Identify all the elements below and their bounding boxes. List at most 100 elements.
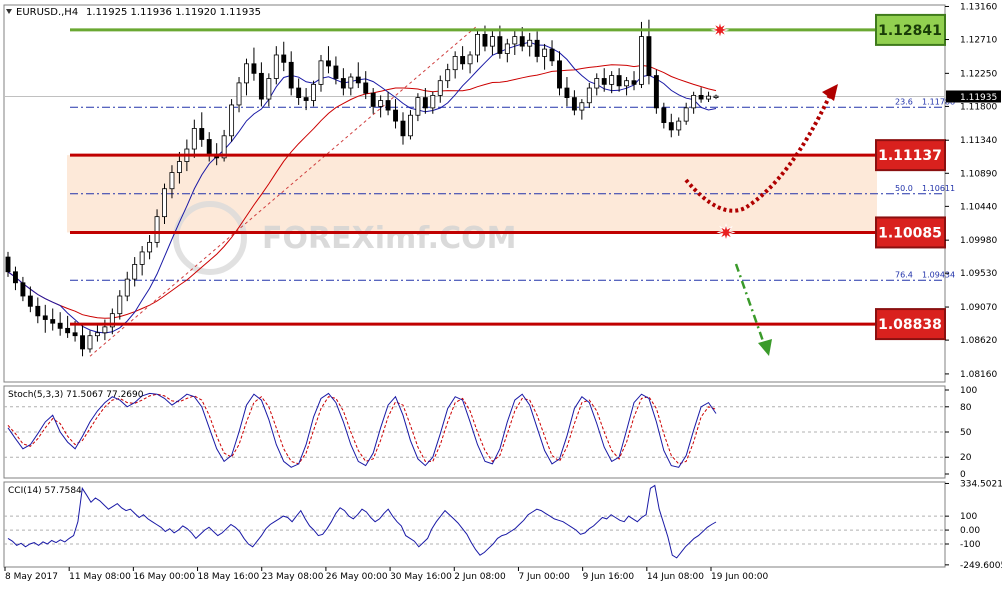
ohlc-label: 1.11925 1.11936 1.11920 1.11935 — [86, 7, 261, 18]
stoch-axis-label: 0 — [960, 470, 966, 480]
stoch-axis-label: 50 — [960, 428, 972, 438]
stoch-axis-label: 100 — [960, 386, 977, 396]
candle-body — [117, 295, 123, 315]
candle-body — [348, 76, 354, 89]
candle-body — [94, 332, 100, 337]
candle-body — [191, 128, 197, 150]
candle-body — [340, 78, 346, 89]
candle-body — [661, 107, 667, 123]
collapse-triangle-icon[interactable] — [6, 9, 12, 14]
cci-pane[interactable]: CCI(14) 57.7584 334.5021 100 0.00 -100 -249.6… — [3, 479, 1002, 571]
candle-body — [564, 87, 570, 98]
candle-body — [199, 128, 205, 140]
stochastic-pane[interactable]: Stoch(5,3,3) 71.5067 77.2690 100 80 50 20 0 — [3, 385, 977, 480]
slow-moving-average — [7, 64, 717, 319]
price-level-badge — [875, 13, 946, 46]
fib-price-label: 1.10611 — [922, 184, 955, 193]
candle-body — [303, 97, 309, 101]
time-axis-label: 23 May 08:00 — [262, 572, 324, 582]
candle-body — [407, 114, 413, 137]
candle-body — [35, 305, 41, 317]
price-axis-label: 1.09530 — [960, 269, 997, 279]
candle-body — [534, 39, 540, 57]
price-pane[interactable]: FOREXimf.COM 23.6 1.11788 50.0 1.10611 76.4 1.… — [3, 2, 1001, 383]
candle-body — [87, 335, 93, 350]
candle-body — [691, 94, 697, 109]
candle-body — [162, 188, 167, 218]
price-axis-label: 1.12710 — [960, 36, 997, 46]
stoch-axis-label: 80 — [960, 403, 972, 413]
bearish-projection-arrow — [734, 263, 766, 345]
cci-pane-frame — [3, 481, 946, 568]
candle-body — [154, 216, 160, 243]
candle-body — [13, 271, 18, 284]
candle-body — [147, 241, 153, 253]
candle-body — [50, 319, 56, 324]
candle-body — [452, 56, 458, 71]
candle-body — [221, 135, 227, 159]
candle-body — [169, 172, 175, 190]
candle-body — [206, 139, 212, 155]
price-axis-label: 1.10440 — [960, 202, 997, 212]
time-axis-label: 30 May 16:00 — [390, 572, 452, 582]
candle-body — [467, 54, 473, 65]
price-axis-label: 1.08160 — [960, 370, 997, 380]
price-level-badge — [875, 139, 946, 172]
candle-body — [586, 87, 592, 104]
bearish-arrowhead-icon — [758, 339, 772, 356]
candle-body — [698, 94, 704, 100]
price-level-value: 1.12841 — [878, 23, 942, 39]
candle-body — [333, 65, 339, 79]
candle-body — [244, 63, 249, 84]
candle-body — [489, 36, 495, 47]
candle-body — [571, 97, 577, 111]
candle-body — [601, 78, 607, 85]
candle-body — [557, 60, 562, 89]
symbol-header: EURUSD.,H4 1.11925 1.11936 1.11920 1.119… — [6, 7, 261, 18]
candle-body — [311, 83, 317, 101]
candle-body — [229, 104, 235, 137]
candle-body — [139, 251, 145, 265]
candle-body — [527, 39, 533, 47]
price-axis-label: 1.11800 — [960, 102, 997, 112]
watermark-text: FOREXimf.COM — [262, 221, 516, 256]
candle-body — [482, 33, 488, 47]
time-axis-label: 16 May 00:00 — [133, 572, 195, 582]
current-price-badge — [946, 90, 1001, 103]
candle-body — [445, 69, 451, 82]
resistance-starburst-icon — [710, 20, 730, 40]
candle-body — [542, 48, 548, 57]
candle-body — [668, 122, 674, 131]
fib-level-label: 50.0 — [895, 184, 913, 193]
candle-body — [549, 48, 555, 62]
candle-body — [415, 97, 421, 116]
candle-body — [318, 60, 324, 85]
candle-body — [236, 82, 242, 106]
fibonacci-anchor-line — [89, 25, 478, 357]
candle-body — [676, 120, 682, 131]
candle-body — [109, 313, 115, 328]
time-axis-label: 9 Jun 16:00 — [583, 572, 635, 582]
time-axis-label: 19 Jun 00:00 — [711, 572, 768, 582]
time-axis-label: 14 Jun 08:00 — [647, 572, 704, 582]
candle-body — [80, 335, 85, 350]
cci-axis-label: 334.5021 — [960, 479, 1002, 489]
candle-body — [363, 82, 369, 94]
candle-body — [281, 54, 287, 63]
stoch-title: Stoch(5,3,3) 71.5067 77.2690 — [8, 390, 144, 400]
candle-body — [639, 36, 644, 85]
candle-body — [713, 95, 719, 98]
time-axis-label: 18 May 16:00 — [198, 572, 260, 582]
price-level-badge — [875, 308, 946, 341]
candle-body — [326, 60, 331, 67]
candle-body — [646, 36, 652, 76]
stoch-signal-line — [7, 393, 717, 465]
candle-body — [132, 264, 138, 280]
candle-body — [400, 120, 406, 137]
candle-body — [624, 80, 630, 87]
price-level-value: 1.10085 — [878, 225, 942, 241]
bullish-projection-arrow — [684, 94, 832, 213]
cci-axis-label: 0.00 — [960, 526, 980, 536]
candle-body — [72, 332, 78, 337]
candle-body — [504, 43, 510, 54]
